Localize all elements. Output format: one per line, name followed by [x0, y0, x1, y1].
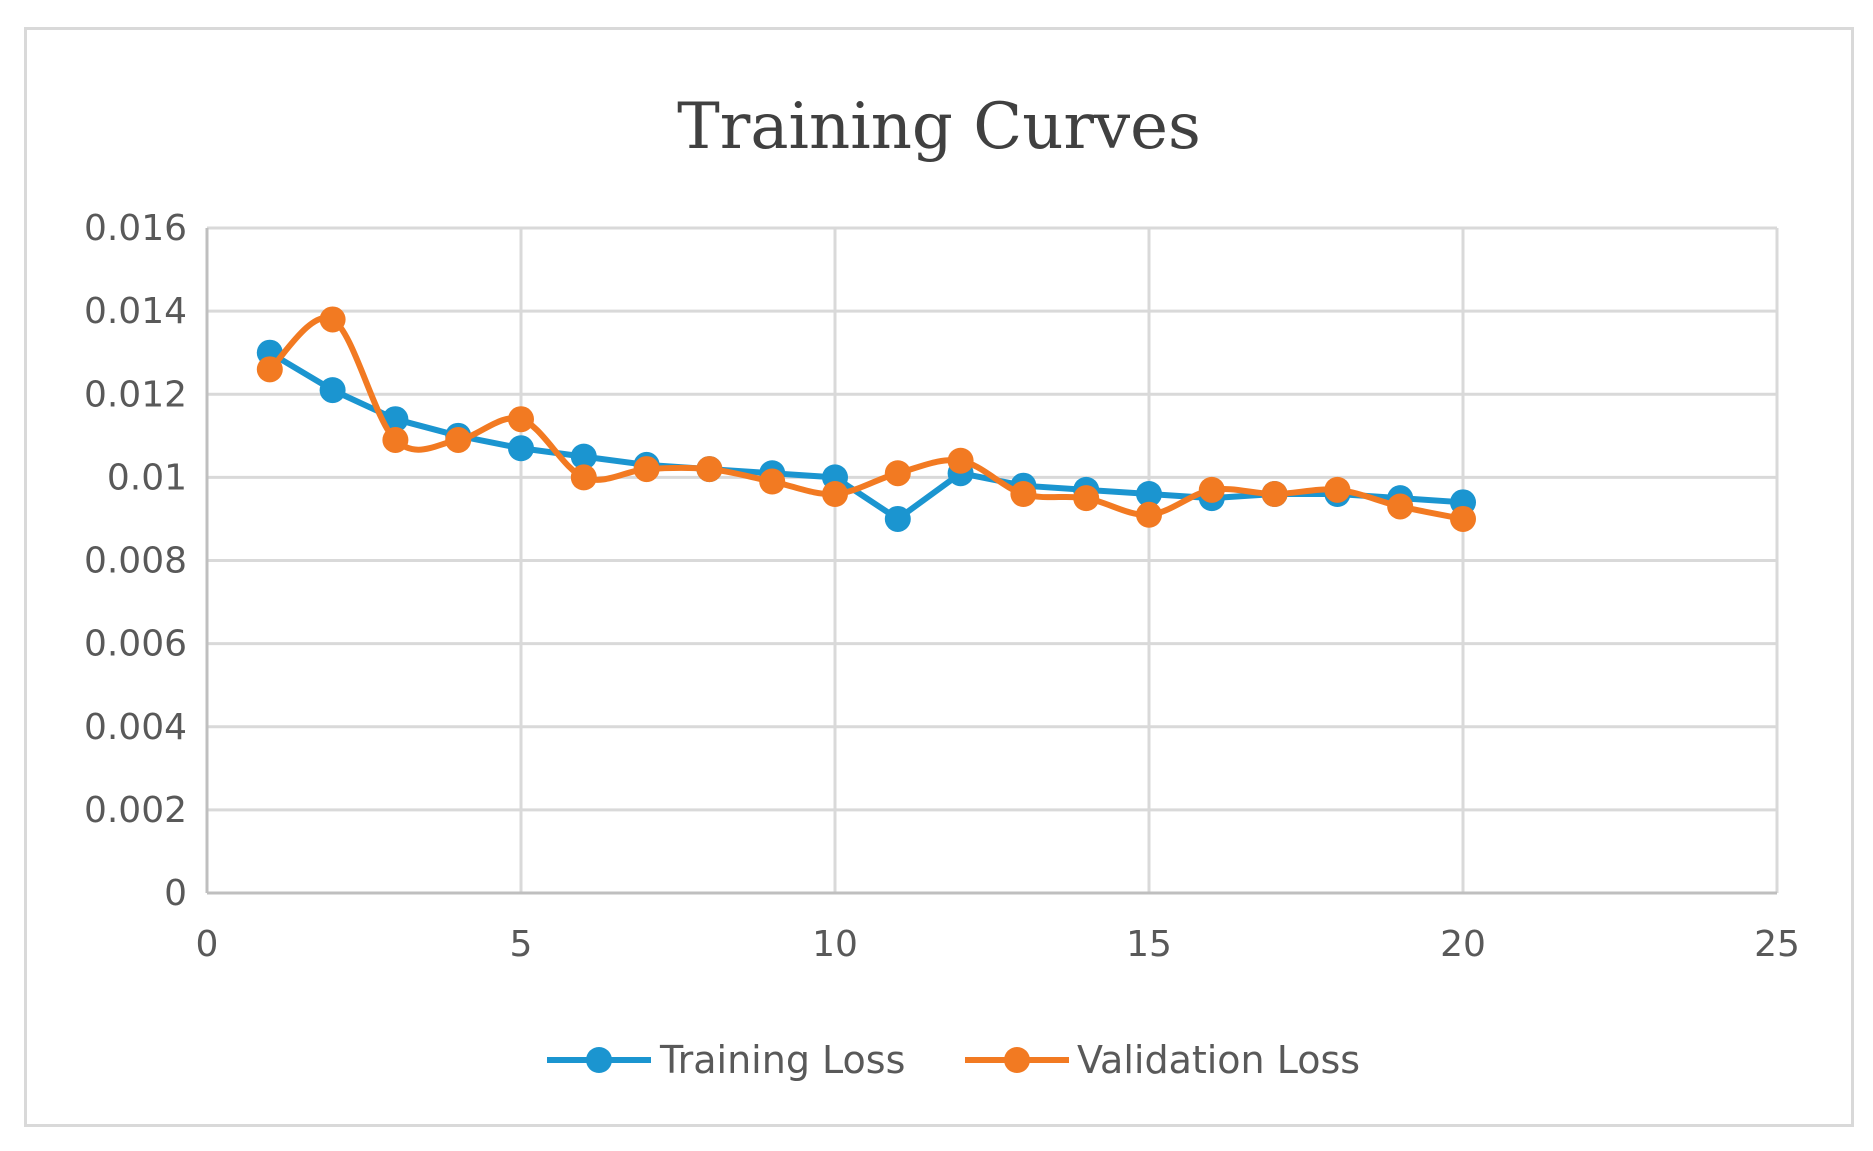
y-tick-label: 0.016 — [84, 208, 187, 249]
validation-loss-point — [570, 464, 597, 491]
y-tick-label: 0.006 — [84, 624, 187, 665]
x-tick-label: 5 — [510, 924, 533, 965]
x-tick-label: 20 — [1440, 924, 1486, 965]
validation-loss-point — [1136, 501, 1162, 528]
training-loss-point — [382, 406, 409, 433]
legend-marker — [586, 1047, 612, 1073]
chart-area: Training Curves 0 0.002 0.004 0.006 0.008 0.0… — [24, 27, 1854, 1127]
validation-loss-point — [1198, 476, 1225, 503]
validation-loss-point — [508, 406, 534, 433]
x-tick-label: 15 — [1126, 924, 1172, 965]
training-loss-point — [319, 377, 346, 404]
validation-loss-point — [1450, 505, 1476, 532]
legend: Training Loss Validation Loss — [547, 1038, 1360, 1082]
legend-item-training-loss: Training Loss — [547, 1038, 905, 1082]
x-tick-label: 10 — [812, 924, 858, 965]
y-tick-label: 0.004 — [84, 707, 187, 748]
chart-title: Training Curves — [677, 90, 1201, 164]
training-loss-point — [508, 435, 534, 462]
y-tick-label: 0.012 — [84, 374, 187, 415]
validation-loss-point — [1073, 485, 1100, 512]
x-tick-label: 25 — [1754, 924, 1800, 965]
validation-loss-point — [947, 447, 974, 474]
validation-loss-point — [1261, 481, 1288, 507]
y-tick-label: 0.008 — [84, 541, 187, 582]
legend-marker — [1004, 1047, 1030, 1073]
y-tick-label: 0 — [164, 873, 187, 914]
legend-label: Validation Loss — [1077, 1038, 1360, 1082]
validation-loss-point — [256, 356, 283, 383]
validation-loss-point — [822, 481, 848, 507]
series — [256, 306, 1476, 532]
validation-loss-point — [759, 468, 786, 495]
axes — [205, 228, 1777, 895]
validation-loss-point — [1010, 481, 1037, 507]
line-chart: Training Curves 0 0.002 0.004 0.006 0.008 0.0… — [84, 90, 1800, 1082]
grid — [207, 226, 1779, 893]
tick-labels: 0 0.002 0.004 0.006 0.008 0.01 0.012 0.014 0.016… — [84, 208, 1800, 965]
validation-loss-point — [319, 306, 346, 333]
x-tick-label: 0 — [196, 924, 219, 965]
validation-loss-point — [445, 426, 472, 453]
training-loss-point — [570, 443, 597, 470]
validation-loss-point — [633, 456, 660, 483]
training-loss-point — [884, 505, 911, 532]
validation-loss-point — [1387, 493, 1414, 520]
y-tick-label: 0.01 — [107, 457, 187, 498]
legend-item-validation-loss: Validation Loss — [965, 1038, 1360, 1082]
validation-loss-point — [696, 456, 723, 483]
validation-loss-point — [1324, 476, 1351, 503]
y-tick-label: 0.014 — [84, 291, 187, 332]
training-loss-point — [1136, 481, 1162, 507]
validation-loss-series — [256, 306, 1476, 532]
validation-loss-point — [382, 426, 409, 453]
y-tick-label: 0.002 — [84, 790, 187, 831]
training-loss-series — [256, 339, 1476, 532]
validation-loss-point — [884, 460, 911, 487]
legend-label: Training Loss — [659, 1038, 905, 1082]
